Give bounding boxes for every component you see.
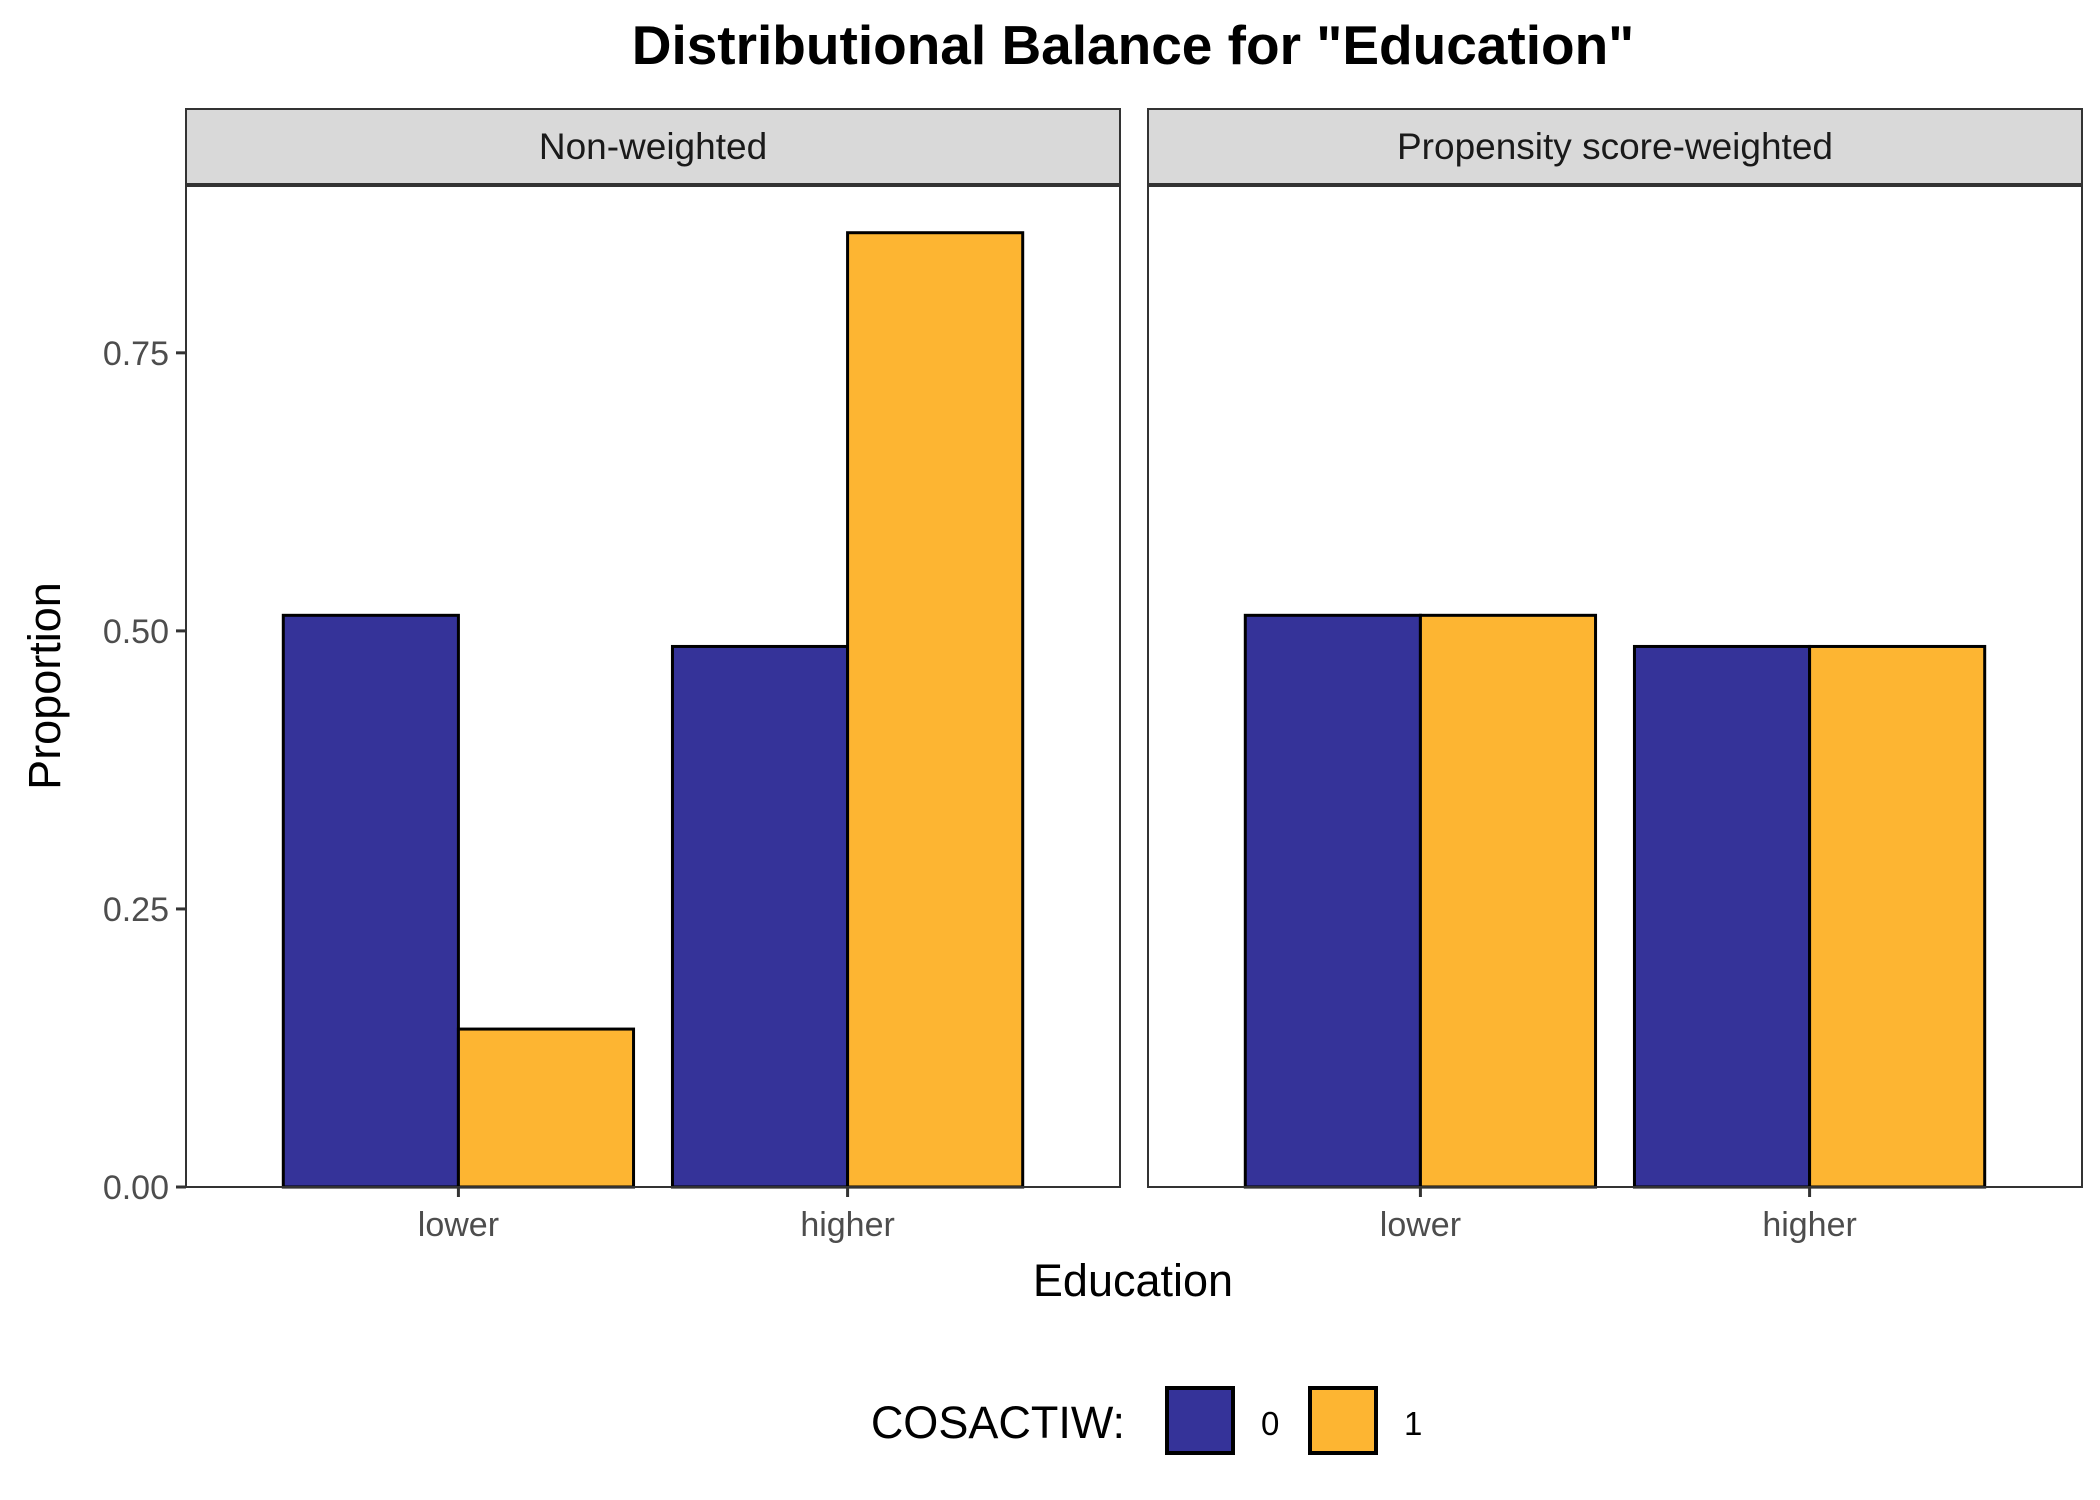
facet-strip-label: Propensity score-weighted — [1397, 126, 1833, 167]
x-tick-label: higher — [800, 1206, 895, 1244]
facet-strip — [185, 108, 1121, 185]
bar-lower-0 — [281, 613, 460, 1189]
legend-label-0: 0 — [1261, 1405, 1279, 1442]
x-tick-label: lower — [418, 1206, 499, 1244]
bar-higher-0 — [1632, 644, 1812, 1189]
y-tick-label: 0.75 — [103, 335, 169, 373]
y-tick-label: 0.25 — [103, 891, 169, 929]
y-axis: 0.00 0.25 0.50 0.75 — [103, 335, 186, 1207]
legend-key-0 — [1165, 1386, 1235, 1455]
bar-higher-1 — [846, 231, 1025, 1189]
y-axis-title: Proportion — [19, 582, 70, 790]
facet-strip-label: Non-weighted — [539, 126, 767, 167]
legend-label-1: 1 — [1404, 1405, 1422, 1442]
facet-strip — [1147, 108, 2083, 185]
x-tick-label: higher — [1762, 1206, 1857, 1244]
panel-border — [1147, 185, 2083, 1188]
panel-1: Propensity score-weighted lower higher — [1147, 108, 2083, 1244]
bar-lower-1 — [1418, 613, 1598, 1189]
legend: COSACTIW: 0 1 — [871, 1386, 1422, 1455]
bar-higher-0 — [670, 644, 850, 1189]
x-tick-label: lower — [1380, 1206, 1461, 1244]
bar-lower-0 — [1243, 613, 1422, 1189]
panel-border — [185, 185, 1121, 1188]
bar-higher-1 — [1808, 644, 1987, 1189]
chart-title: Distributional Balance for "Education" — [632, 14, 1635, 76]
y-tick-label: 0.00 — [103, 1169, 169, 1207]
legend-title: COSACTIW: — [871, 1397, 1125, 1448]
bar-lower-1 — [456, 1027, 636, 1189]
x-axis-title: Education — [1033, 1255, 1233, 1306]
panel-0: Non-weighted lower higher — [185, 108, 1121, 1244]
y-tick-label: 0.50 — [103, 613, 169, 651]
legend-key-1 — [1308, 1386, 1378, 1455]
